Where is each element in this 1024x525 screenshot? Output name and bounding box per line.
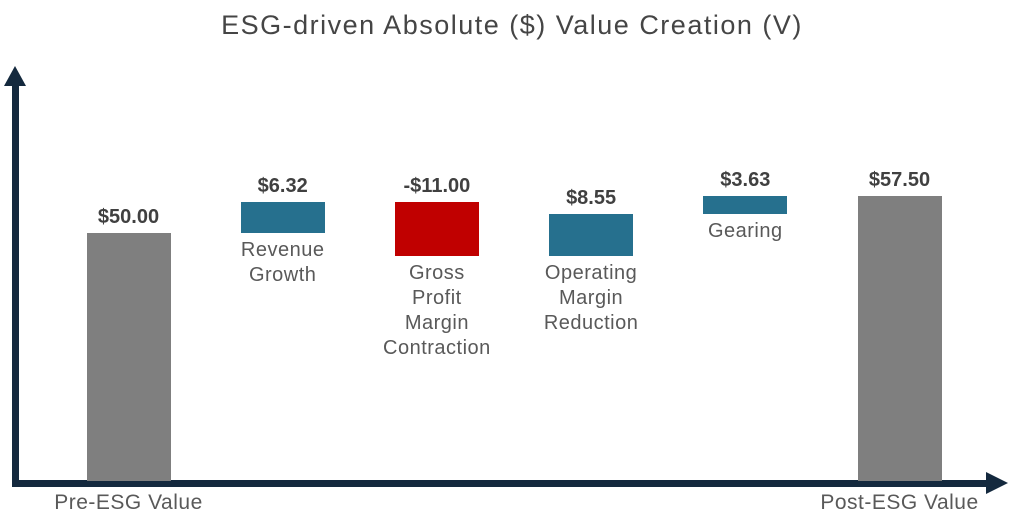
value-label-3: $8.55 bbox=[566, 186, 617, 209]
y-axis-arrow-icon bbox=[4, 66, 26, 86]
category-label-1: Revenue Growth bbox=[240, 239, 325, 286]
x-axis bbox=[12, 480, 986, 487]
x-axis-arrow-icon bbox=[986, 472, 1008, 494]
category-label-4: Gearing bbox=[707, 219, 783, 242]
category-label-2: Gross Profit Margin Contraction bbox=[383, 262, 491, 360]
y-axis bbox=[12, 80, 19, 487]
bar-operating-margin-reduction bbox=[549, 213, 634, 257]
bar-gross-profit-margin-contraction bbox=[394, 201, 479, 257]
bar-post-esg-value bbox=[857, 195, 942, 481]
chart-title: ESG-driven Absolute ($) Value Creation (… bbox=[221, 10, 803, 40]
axis-label-post: Post-ESG Value bbox=[820, 491, 979, 514]
value-label-0: $50.00 bbox=[97, 206, 160, 228]
bar-revenue-growth bbox=[240, 201, 325, 233]
value-label-1: $6.32 bbox=[257, 174, 308, 197]
value-label-5: $57.50 bbox=[868, 168, 931, 191]
bar-pre-esg-value bbox=[86, 233, 171, 481]
value-label-2: -$11.00 bbox=[403, 174, 471, 197]
category-label-3: Operating Margin Reduction bbox=[543, 262, 639, 335]
axis-label-pre: Pre-ESG Value bbox=[54, 491, 203, 514]
bar-gearing bbox=[703, 195, 788, 214]
value-label-4: $3.63 bbox=[720, 168, 771, 191]
